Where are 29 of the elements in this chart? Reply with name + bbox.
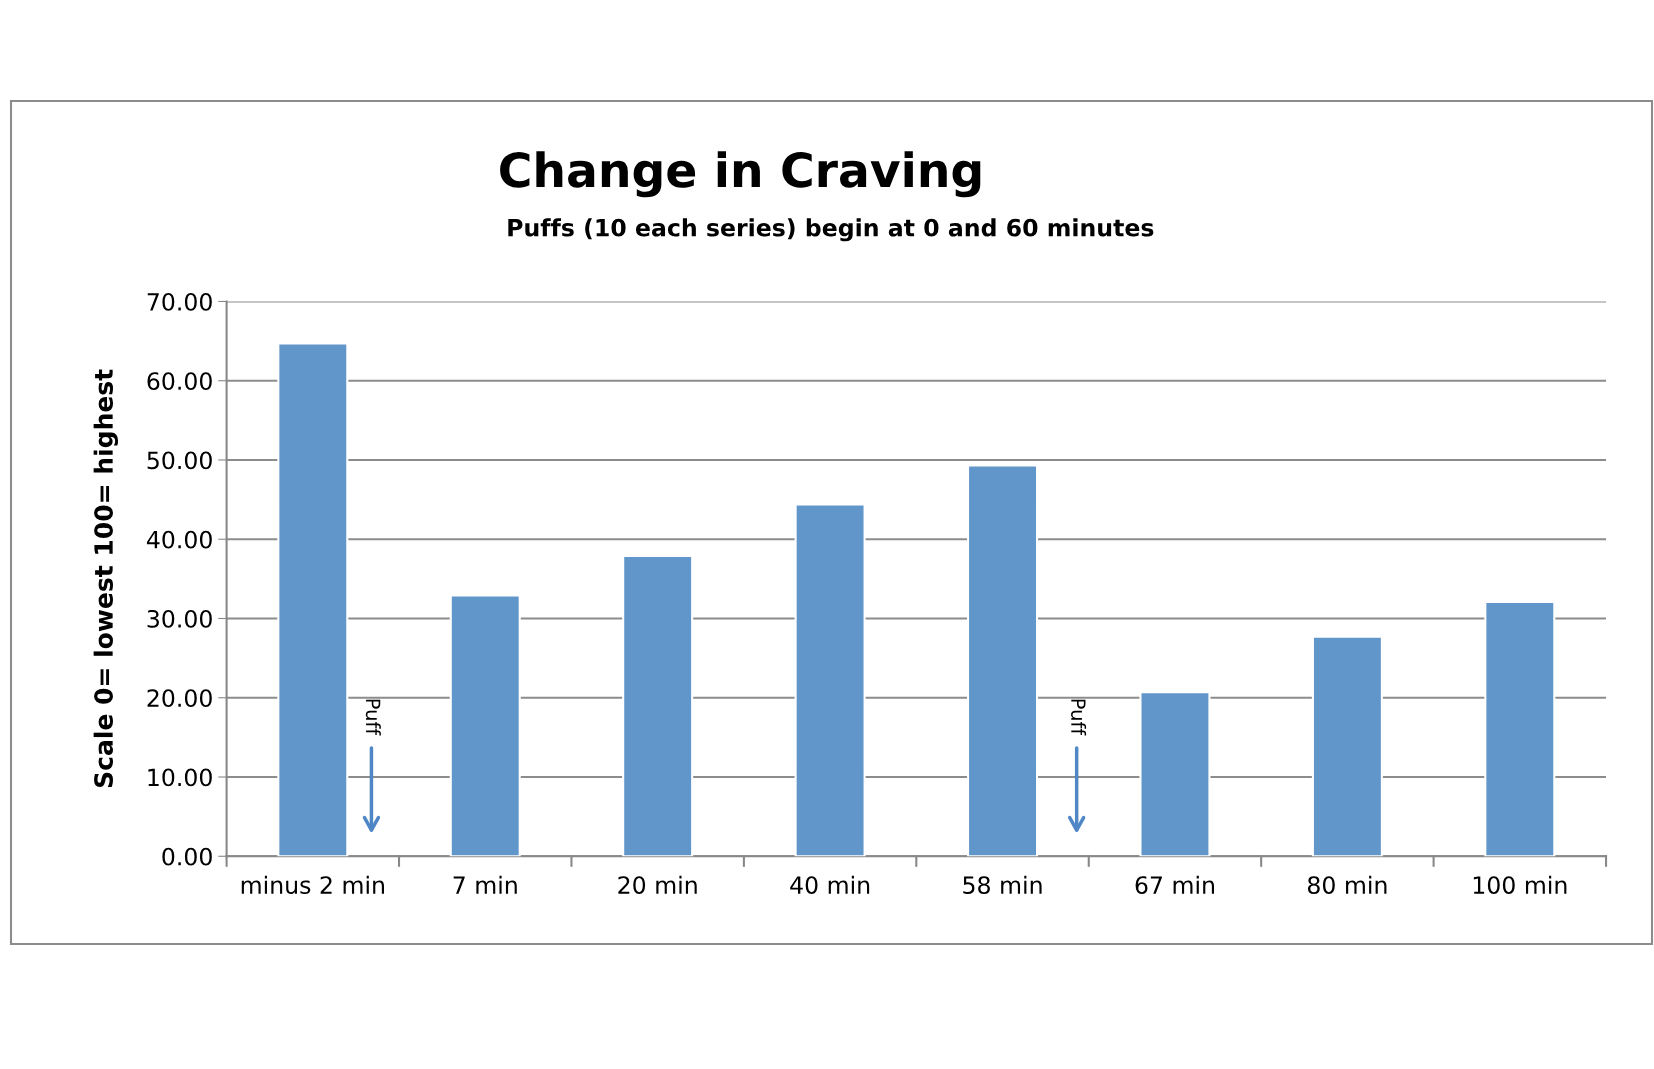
x-tick-label: 40 min [790, 875, 870, 894]
y-tick-label: 0.00 [162, 847, 212, 866]
x-tick-label: 80 min [1307, 875, 1387, 894]
y-tick-label: 40.00 [146, 530, 212, 549]
x-tick-label: 67 min [1135, 875, 1214, 894]
chart-title: Change in Craving [500, 151, 981, 198]
x-tick-label: minus 2 min [241, 875, 384, 894]
x-tick-label: 58 min [963, 875, 1042, 894]
annotation: Puff [1071, 699, 1087, 736]
bar [794, 503, 866, 857]
x-tick-label: 100 min [1473, 875, 1567, 894]
y-tick-label: 50.00 [147, 451, 212, 470]
bar [1484, 600, 1556, 857]
x-tick-label: 7 min [453, 875, 517, 894]
y-tick-label: 10.00 [148, 768, 212, 787]
x-tick-label: 20 min [618, 875, 697, 894]
y-tick-label: 30.00 [147, 609, 212, 628]
annotation: Puff [365, 699, 381, 736]
bar [277, 342, 349, 857]
bar [967, 464, 1039, 857]
y-tick-label: 70.00 [147, 292, 212, 311]
bar [622, 554, 694, 857]
bar [1139, 691, 1211, 857]
y-tick-label: 60.00 [147, 372, 212, 391]
bar [449, 594, 521, 857]
chart-subtitle: Puffs (10 each series) begin at 0 and 60 minutes [508, 218, 1154, 242]
y-tick-label: 20.00 [147, 689, 212, 708]
y-axis-title: Scale 0= lowest 100= highest [93, 369, 119, 788]
bar [1311, 635, 1383, 857]
